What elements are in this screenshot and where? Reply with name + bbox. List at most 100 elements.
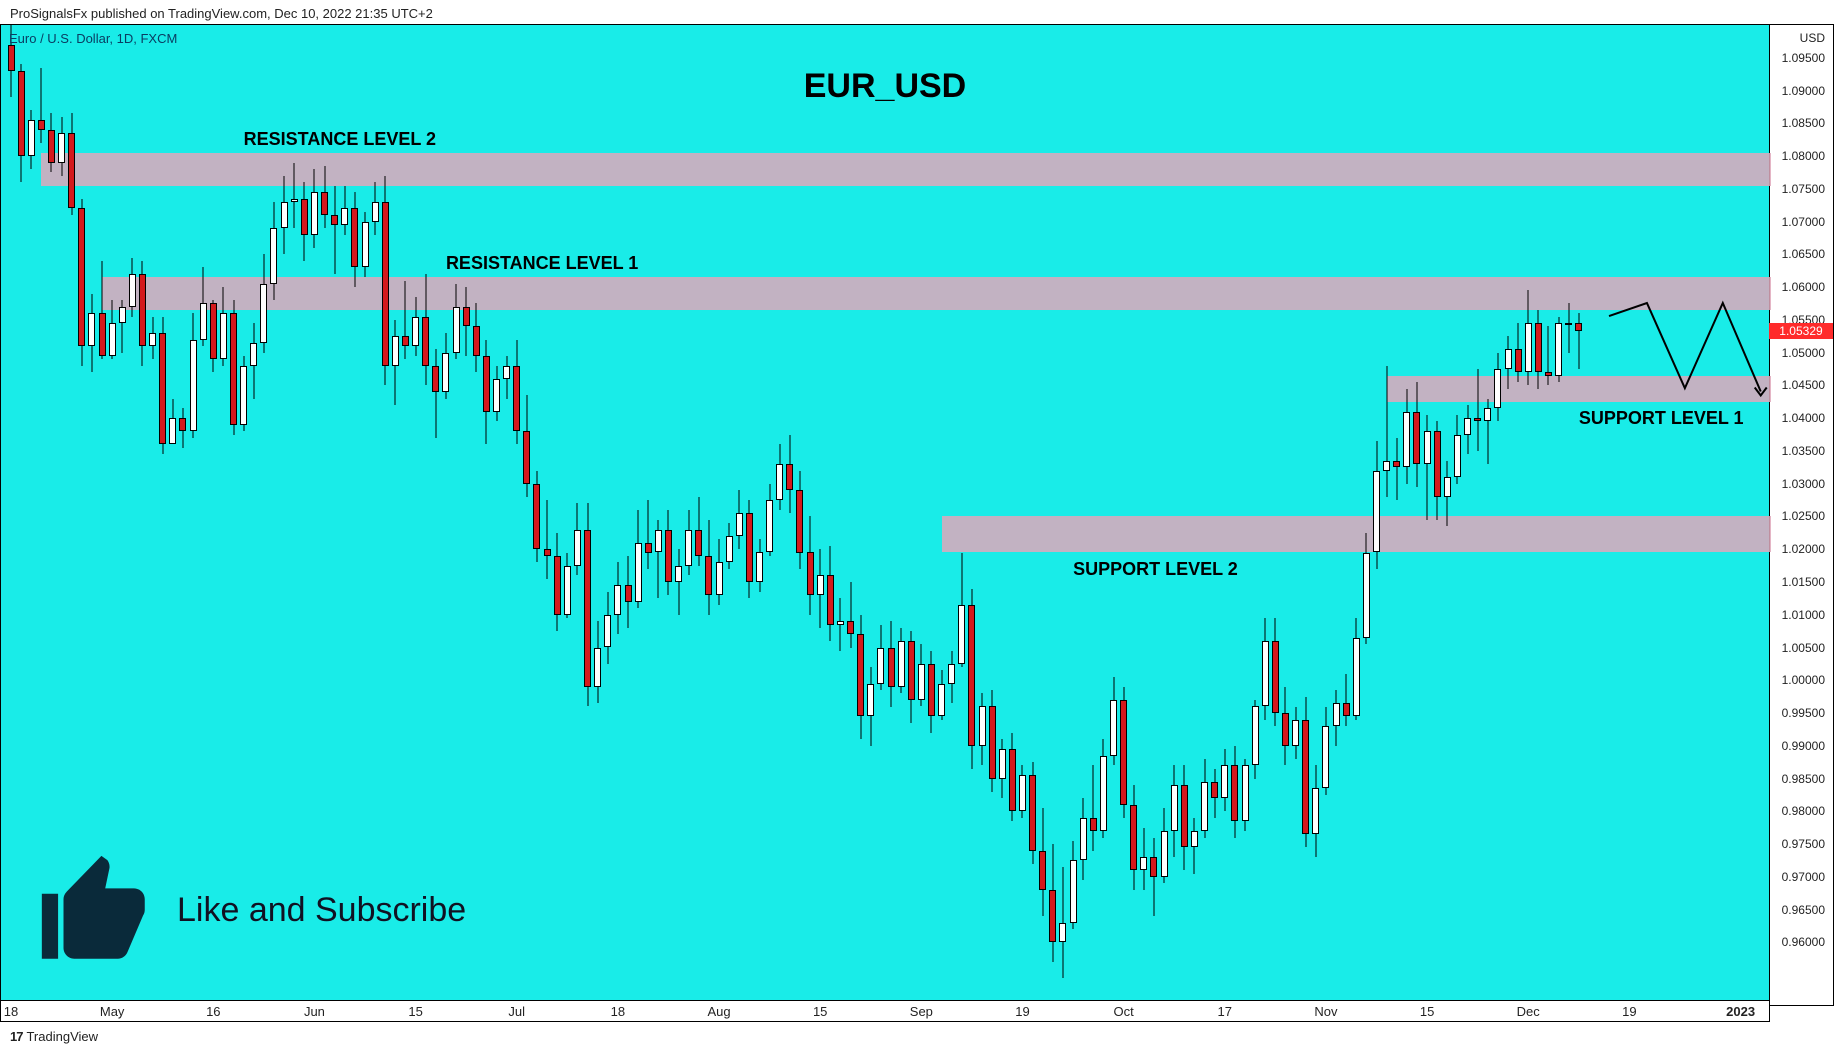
candle[interactable] (1221, 749, 1228, 811)
candle[interactable] (1444, 461, 1451, 527)
candle[interactable] (1120, 687, 1127, 818)
candle[interactable] (1494, 353, 1501, 422)
candle[interactable] (796, 471, 803, 569)
candle[interactable] (837, 598, 844, 650)
support-2-zone[interactable] (942, 516, 1771, 552)
candle[interactable] (614, 562, 621, 634)
candle[interactable] (635, 510, 642, 608)
candle[interactable] (584, 503, 591, 706)
candle[interactable] (1525, 290, 1532, 385)
candle[interactable] (28, 110, 35, 169)
candle[interactable] (240, 356, 247, 431)
candle[interactable] (645, 500, 652, 569)
candle[interactable] (594, 621, 601, 703)
candle[interactable] (341, 186, 348, 235)
candle[interactable] (1545, 326, 1552, 385)
candle[interactable] (958, 553, 965, 668)
candle[interactable] (412, 297, 419, 356)
candle[interactable] (1434, 421, 1441, 519)
candle[interactable] (463, 287, 470, 356)
candle[interactable] (291, 163, 298, 229)
candle[interactable] (422, 274, 429, 385)
candle[interactable] (78, 199, 85, 366)
candle[interactable] (1575, 313, 1582, 369)
candle[interactable] (1080, 798, 1087, 880)
candle[interactable] (604, 592, 611, 664)
candle[interactable] (1413, 382, 1420, 487)
candle[interactable] (746, 500, 753, 598)
candle[interactable] (493, 366, 500, 422)
candle[interactable] (1059, 867, 1066, 978)
candle[interactable] (503, 356, 510, 399)
candle[interactable] (1505, 336, 1512, 388)
candle[interactable] (1424, 415, 1431, 520)
candle[interactable] (1262, 618, 1269, 720)
candle[interactable] (979, 693, 986, 765)
candle[interactable] (1373, 441, 1380, 569)
candle[interactable] (1282, 687, 1289, 766)
candle[interactable] (1049, 844, 1056, 962)
candle[interactable] (574, 503, 581, 575)
candle[interactable] (1171, 765, 1178, 857)
candle[interactable] (1363, 533, 1370, 644)
candle[interactable] (1039, 808, 1046, 916)
candle[interactable] (533, 471, 540, 563)
candle[interactable] (1272, 618, 1279, 726)
projection-path[interactable] (1604, 298, 1771, 406)
candle[interactable] (564, 553, 571, 619)
candle[interactable] (1403, 389, 1410, 484)
candle[interactable] (402, 281, 409, 360)
candle[interactable] (149, 317, 156, 360)
candle[interactable] (908, 631, 915, 723)
candle[interactable] (331, 186, 338, 274)
chart-plot-area[interactable]: Euro / U.S. Dollar, 1D, FXCM EUR_USD Lik… (0, 24, 1770, 1006)
candle[interactable] (362, 212, 369, 278)
candle[interactable] (270, 202, 277, 300)
candle[interactable] (1181, 765, 1188, 870)
candle[interactable] (786, 435, 793, 514)
candle[interactable] (1292, 707, 1299, 759)
candle[interactable] (655, 520, 662, 599)
candle[interactable] (938, 670, 945, 719)
candle[interactable] (867, 667, 874, 746)
candle[interactable] (1100, 739, 1107, 837)
candle[interactable] (68, 113, 75, 215)
candle[interactable] (1090, 765, 1097, 850)
candle[interactable] (1484, 399, 1491, 465)
candle[interactable] (1302, 697, 1309, 848)
candle[interactable] (1140, 828, 1147, 890)
candle[interactable] (675, 549, 682, 615)
candle[interactable] (948, 651, 955, 703)
candle[interactable] (877, 625, 884, 691)
candle[interactable] (48, 113, 55, 172)
candle[interactable] (756, 539, 763, 591)
candle[interactable] (736, 490, 743, 549)
candle[interactable] (109, 300, 116, 359)
candle[interactable] (159, 317, 166, 455)
candle[interactable] (513, 340, 520, 445)
candle[interactable] (311, 169, 318, 248)
candle[interactable] (1322, 707, 1329, 795)
candle[interactable] (281, 176, 288, 255)
candle[interactable] (1029, 762, 1036, 864)
candle[interactable] (705, 520, 712, 615)
candle[interactable] (807, 516, 814, 614)
candle[interactable] (685, 510, 692, 576)
candle[interactable] (58, 117, 65, 176)
candle[interactable] (1454, 415, 1461, 484)
candle[interactable] (372, 182, 379, 234)
candle[interactable] (968, 589, 975, 769)
candle[interactable] (625, 556, 632, 628)
candle[interactable] (1009, 733, 1016, 821)
candle[interactable] (260, 254, 267, 352)
candle[interactable] (766, 484, 773, 556)
candle[interactable] (210, 300, 217, 372)
candle[interactable] (817, 549, 824, 628)
candle[interactable] (918, 644, 925, 706)
candle[interactable] (382, 176, 389, 386)
candle[interactable] (847, 582, 854, 648)
candle[interactable] (220, 287, 227, 366)
candle[interactable] (1252, 700, 1259, 779)
candle[interactable] (129, 258, 136, 317)
candle[interactable] (442, 333, 449, 399)
